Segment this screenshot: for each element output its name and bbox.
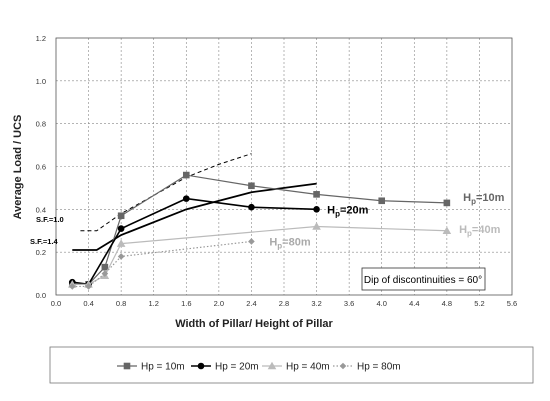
sf-curve-line: [72, 182, 317, 251]
sf-curve-label: S.F.=1.0: [36, 215, 64, 224]
x-tick-label: 2.8: [279, 299, 289, 308]
x-tick-label: 4.8: [442, 299, 452, 308]
series-end-label: Hp=80m: [269, 237, 311, 251]
data-point: [101, 270, 109, 277]
x-tick-label: 1.2: [148, 299, 158, 308]
data-point: [248, 182, 255, 190]
x-tick-label: 0.8: [116, 299, 126, 308]
series-line: [72, 225, 447, 285]
annotation-text: Dip of discontinuities = 60°: [364, 275, 482, 286]
y-tick-label: 0.4: [36, 205, 46, 214]
x-tick-label: 0.4: [83, 299, 93, 308]
series-line: [72, 240, 252, 288]
data-point: [313, 206, 320, 213]
series-end-label: Hp=10m: [463, 192, 505, 206]
x-tick-label: 1.6: [181, 299, 191, 308]
data-point: [101, 263, 109, 271]
data-point: [313, 191, 320, 198]
x-tick-label: 0.0: [51, 299, 61, 308]
y-tick-label: 0.8: [36, 120, 46, 129]
series-labels: Hp=10m Hp=20m Hp=40m Hp=80m: [269, 192, 504, 251]
legend-swatch-marker: [197, 362, 205, 370]
legend-label: Hp = 10m: [141, 362, 185, 373]
legend-swatch-marker: [267, 361, 277, 370]
x-tick-label: 5.6: [507, 299, 517, 308]
y-axis-title: Average Load / UCS: [12, 115, 24, 220]
series-group: [68, 238, 255, 290]
legend-item: Hp = 40m: [262, 362, 330, 373]
data-point: [443, 199, 451, 207]
legend-label: Hp = 20m: [215, 362, 259, 373]
tick-labels: 0.0 0.4 0.8 1.2 1.6 2.0 2.4 2.8 3.2 3.6 4.0 4.4 4.8 5…: [36, 34, 518, 308]
legend-swatch-marker: [123, 362, 131, 370]
legend-item: Hp = 20m: [191, 362, 259, 373]
data-point: [68, 283, 76, 290]
data-point: [182, 195, 190, 202]
legend-label: Hp = 40m: [286, 362, 330, 373]
data-point: [248, 203, 255, 211]
x-tick-label: 2.4: [246, 299, 256, 308]
x-axis-title: Width of Pillar/ Height of Pillar: [175, 318, 333, 330]
legend-item: Hp = 80m: [333, 362, 401, 373]
y-tick-label: 1.2: [36, 34, 46, 43]
y-tick-label: 1.0: [36, 77, 46, 86]
data-point: [442, 226, 452, 235]
legend-box: [49, 346, 534, 384]
x-tick-label: 4.4: [409, 299, 419, 308]
data-point: [312, 222, 321, 230]
plot-frame: [55, 37, 513, 296]
grid: [56, 38, 512, 295]
data-point: [182, 171, 190, 179]
x-tick-label: 5.2: [474, 299, 484, 308]
legend-label: Hp = 80m: [357, 362, 401, 373]
series-end-label: Hp=20m: [327, 205, 369, 219]
data-point: [116, 239, 126, 247]
y-tick-label: 0.6: [36, 163, 46, 172]
data-point: [248, 238, 255, 245]
annotation-box: Dip of discontinuities = 60°: [361, 267, 486, 291]
x-tick-label: 4.0: [376, 299, 386, 308]
sf-curve-label: S.F.=1.4: [30, 237, 59, 246]
legend: Hp = 10m Hp = 20m Hp = 40m Hp = 80m: [49, 346, 534, 384]
legend-swatch-marker: [339, 362, 347, 370]
data-point: [378, 197, 386, 205]
series-end-label: Hp=40m: [459, 224, 501, 238]
data-point: [117, 212, 125, 220]
sf-curve-line: [80, 153, 252, 232]
data-point: [117, 253, 125, 260]
series: [67, 171, 452, 290]
y-tick-label: 0.0: [36, 291, 46, 300]
data-point: [117, 225, 125, 232]
x-tick-label: 2.0: [214, 299, 224, 308]
x-tick-label: 3.6: [344, 299, 354, 308]
safety-factor-curves: S.F.=1.0 S.F.=1.4: [30, 153, 317, 251]
x-tick-label: 3.2: [311, 299, 321, 308]
legend-item: Hp = 10m: [117, 362, 185, 373]
data-point: [85, 283, 92, 290]
y-tick-label: 0.2: [36, 248, 46, 257]
